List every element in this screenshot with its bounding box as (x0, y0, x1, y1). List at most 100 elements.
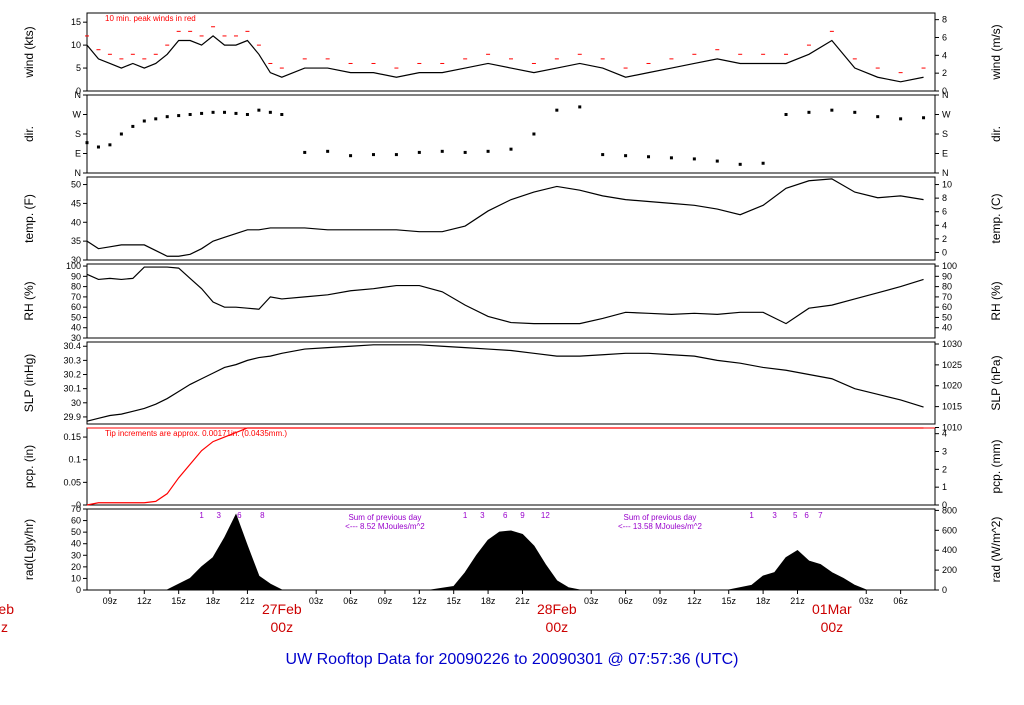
hour-marker-label: 3 (217, 511, 222, 520)
hour-marker-label: 5 (793, 511, 798, 520)
left-tick-label-slp: 30.3 (63, 355, 81, 365)
plot-frame-temp (86, 176, 936, 261)
dir-point (188, 113, 192, 116)
radiation-sum-value: <--- 13.58 MJoules/m^2 (618, 522, 703, 531)
right-tick-label-slp: 1020 (942, 381, 962, 391)
right-tick-label-radiation: 200 (942, 565, 957, 575)
left-tick-label-dir: W (73, 110, 82, 120)
dir-point (154, 117, 158, 121)
left-tick-label-radiation: 10 (71, 573, 81, 583)
plot-frame-dir (86, 94, 936, 174)
dir-point (532, 132, 536, 136)
time-tick-label: 06z (893, 596, 908, 606)
right-tick-label-wind: 2 (942, 68, 947, 78)
left-tick-label-radiation: 20 (71, 562, 81, 572)
ylabel-left-radiation: rad(Lgly/hr) (22, 519, 36, 580)
plot-frame-wind (86, 12, 936, 92)
right-tick-label-precip: 2 (942, 464, 947, 474)
time-tick-label: 12z (137, 596, 152, 606)
right-tick-label-wind: 0 (942, 86, 947, 96)
right-tick-label-radiation: 600 (942, 525, 957, 535)
dir-point (326, 149, 330, 153)
left-tick-label-precip: 0.15 (63, 432, 81, 442)
left-tick-label-rh: 90 (71, 271, 81, 281)
left-tick-label-radiation: 0 (76, 585, 81, 595)
ylabel-left-rh: RH (%) (22, 281, 36, 320)
dir-point (223, 110, 227, 114)
plot-frame-rh (86, 263, 936, 339)
dir-point (555, 108, 559, 112)
day-label-date: 28Feb (537, 601, 577, 617)
dir-point (85, 141, 89, 145)
dir-point (280, 113, 284, 116)
right-tick-label-dir: W (942, 110, 951, 120)
time-tick-label: 03z (309, 596, 324, 606)
right-tick-label-dir: E (942, 149, 948, 159)
left-tick-label-temp: 50 (71, 180, 81, 190)
radiation-sum-value: <--- 8.52 MJoules/m^2 (345, 522, 425, 531)
time-tick-label: 15z (446, 596, 461, 606)
left-tick-label-rh: 60 (71, 302, 81, 312)
left-tick-label-dir: S (75, 129, 81, 139)
hour-marker-label: 6 (503, 511, 508, 520)
ylabel-right-dir: dir. (989, 126, 1003, 142)
left-tick-label-slp: 30.2 (63, 370, 81, 380)
dir-point (394, 153, 398, 157)
hour-marker-label: 12 (541, 511, 550, 520)
left-tick-label-slp: 30 (71, 398, 81, 408)
dir-point (234, 111, 238, 115)
series-line-slp (86, 344, 924, 422)
right-tick-label-wind: 8 (942, 15, 947, 25)
right-tick-label-rh: 60 (942, 302, 952, 312)
left-tick-label-rh: 50 (71, 312, 81, 322)
hour-marker-label: 6 (804, 511, 809, 520)
ylabel-right-wind: wind (m/s) (989, 24, 1003, 80)
dir-point (601, 153, 605, 157)
dir-point (349, 154, 353, 158)
dir-point (303, 150, 307, 154)
dir-point (165, 115, 169, 119)
right-tick-label-temp: 0 (942, 247, 947, 257)
dir-point (784, 113, 788, 116)
radiation-area (87, 513, 924, 591)
dir-point (761, 161, 765, 165)
right-tick-label-rh: 80 (942, 282, 952, 292)
hour-marker-label: 1 (199, 511, 204, 520)
day-label-time: 00z (821, 619, 844, 635)
dir-point (899, 117, 903, 121)
right-tick-label-dir: N (942, 168, 949, 178)
right-tick-label-slp: 1030 (942, 339, 962, 349)
ylabel-right-radiation: rad (W/m^2) (989, 517, 1003, 583)
left-tick-label-wind: 10 (71, 40, 81, 50)
right-tick-label-temp: 10 (942, 180, 952, 190)
left-tick-label-precip: 0.05 (63, 477, 81, 487)
right-tick-label-radiation: 400 (942, 545, 957, 555)
time-tick-label: 12z (687, 596, 702, 606)
time-tick-label: 12z (412, 596, 427, 606)
day-label-date: 27Feb (262, 601, 302, 617)
dir-point (624, 154, 628, 158)
dir-point (142, 119, 146, 123)
day-label-time-cut: z (1, 619, 8, 635)
dir-point (119, 132, 123, 136)
left-tick-label-dir: N (75, 168, 82, 178)
ylabel-left-temp: temp. (F) (22, 194, 36, 243)
left-tick-label-temp: 35 (71, 236, 81, 246)
dir-point (131, 124, 135, 128)
dir-point (108, 143, 112, 147)
annotation-wind: 10 min. peak winds in red (105, 14, 196, 23)
dir-point (371, 153, 375, 157)
dir-point (463, 150, 467, 154)
ylabel-right-slp: SLP (hPa) (989, 355, 1003, 410)
time-tick-label: 15z (171, 596, 186, 606)
left-tick-label-radiation: 60 (71, 516, 81, 526)
right-tick-label-rh: 100 (942, 261, 957, 271)
dir-point (715, 159, 719, 163)
series-line-wind (86, 35, 924, 83)
dir-point (509, 147, 513, 151)
time-tick-label: 21z (790, 596, 805, 606)
series-line-rh (86, 266, 924, 325)
annotation-precip: Tip increments are approx. 0.00171in. (0… (105, 429, 287, 438)
right-tick-label-wind: 4 (942, 50, 947, 60)
